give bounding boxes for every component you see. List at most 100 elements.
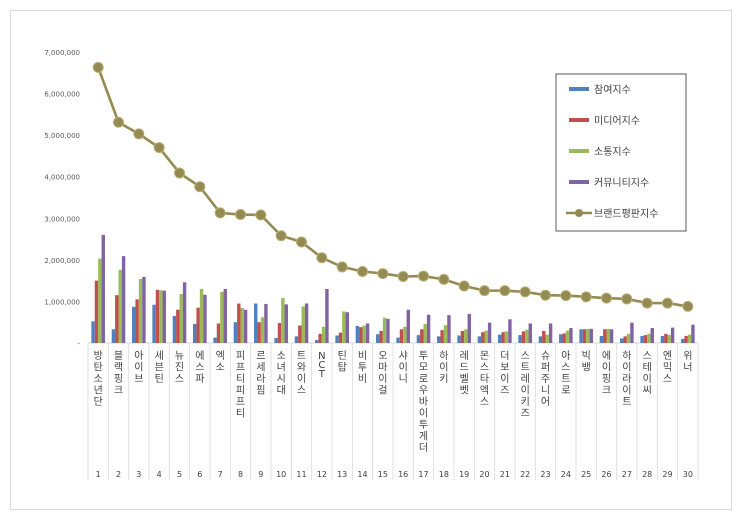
bar-미디어지수 [420, 329, 424, 343]
bar-커뮤니티지수 [142, 276, 146, 343]
bar-미디어지수 [338, 332, 343, 343]
category-label-char: 씨 [643, 385, 652, 397]
legend-label: 소통지수 [594, 146, 631, 158]
bar-소통지수 [586, 328, 590, 343]
bar-미디어지수 [582, 329, 587, 343]
legend-swatch [569, 118, 589, 122]
category-label-char: 트 [622, 397, 631, 408]
bar-참여지수 [559, 334, 563, 343]
bar-소통지수 [260, 317, 265, 343]
category-label-char: 마 [378, 362, 387, 374]
category-label-char: 레 [460, 350, 469, 362]
point-브랜드평판지수 [174, 167, 185, 179]
bar-커뮤니티지수 [447, 315, 451, 343]
bar-커뮤니티지수 [264, 303, 268, 343]
legend-swatch [569, 87, 589, 91]
bar-참여지수 [91, 321, 95, 343]
rank-label: 24 [561, 470, 571, 479]
rank-label: 11 [296, 470, 306, 479]
point-브랜드평판지수 [682, 300, 694, 312]
bar-미디어지수 [298, 325, 302, 343]
bar-미디어지수 [318, 333, 322, 343]
bar-커뮤니티지수 [609, 329, 614, 343]
category-label-char: 믹 [663, 362, 672, 374]
point-브랜드평판지수 [336, 261, 348, 273]
bar-참여지수 [233, 322, 238, 343]
bar-미디어지수 [643, 335, 648, 343]
rank-label: 28 [642, 470, 652, 479]
category-label-char: 타 [480, 373, 489, 385]
category-label-char: 진 [175, 362, 184, 374]
category-label-char: 비 [358, 373, 367, 385]
bar-미디어지수 [94, 280, 99, 343]
legend-swatch-marker [575, 209, 583, 217]
category-label-char: 스 [175, 373, 184, 385]
category-label-char: 녀 [277, 362, 286, 374]
bar-미디어지수 [359, 327, 363, 343]
point-브랜드평판지수 [560, 290, 572, 302]
category-label-char: 스 [195, 362, 204, 374]
category-label-char: 트 [297, 351, 306, 362]
rank-label: 4 [157, 470, 162, 479]
point-브랜드평판지수 [153, 142, 165, 154]
category-label-char: 틴 [155, 373, 164, 385]
point-브랜드평판지수 [418, 270, 429, 282]
point-브랜드평판지수 [397, 270, 409, 282]
bar-커뮤니티지수 [182, 282, 187, 343]
category-label-char: 모 [419, 363, 428, 374]
category-label-char: 소 [94, 373, 103, 385]
category-label-char: 스 [663, 373, 672, 385]
category-label-char: 티 [236, 408, 245, 420]
rank-label: 30 [683, 470, 693, 479]
category-label-char: 이 [500, 373, 509, 385]
bar-미디어지수 [623, 336, 627, 343]
rank-label: 9 [258, 470, 263, 479]
category-label-char: 이 [521, 385, 530, 397]
category-label-char: 샤 [399, 350, 408, 362]
bar-소통지수 [667, 335, 671, 343]
y-tick-label: 3,000,000 [44, 215, 80, 223]
bar-미디어지수 [501, 332, 505, 343]
rank-label: 21 [500, 470, 510, 479]
rank-label: 27 [622, 470, 632, 479]
category-label-char: 레 [521, 373, 530, 385]
category-label-char: 더 [500, 350, 509, 362]
rank-label: 23 [540, 470, 550, 479]
bar-미디어지수 [460, 330, 465, 343]
point-브랜드평판지수 [357, 265, 368, 277]
bar-참여지수 [579, 329, 583, 343]
category-label-char: 라 [622, 373, 631, 385]
bar-참여지수 [681, 338, 685, 343]
y-tick-label: 6,000,000 [44, 91, 80, 99]
bar-소통지수 [301, 306, 305, 343]
category-label-char: 핑 [602, 373, 611, 385]
bar-참여지수 [172, 315, 177, 343]
category-label-char: 키 [439, 373, 448, 385]
category-label-char: 아 [561, 350, 570, 362]
category-label-char: 이 [602, 362, 611, 374]
rank-label: 13 [337, 470, 347, 479]
category-label-char: 너 [683, 362, 692, 374]
bar-소통지수 [179, 293, 183, 343]
bar-커뮤니티지수 [101, 234, 105, 343]
category-label-char: 이 [643, 373, 652, 385]
bar-커뮤니티지수 [304, 303, 309, 343]
bar-참여지수 [335, 335, 339, 343]
category-label-char: 년 [94, 385, 103, 397]
category-label-char: 드 [460, 363, 469, 374]
category-label-char: 소 [277, 350, 286, 362]
rank-label: 10 [276, 470, 286, 479]
category-label-char: 이 [622, 362, 631, 374]
point-브랜드평판지수 [255, 209, 267, 221]
rank-label: 8 [238, 470, 243, 479]
rank-label: 5 [177, 470, 182, 479]
category-label-char: 보 [500, 362, 509, 374]
bar-참여지수 [498, 334, 502, 343]
category-label-char: 세 [155, 350, 164, 362]
bar-참여지수 [355, 325, 360, 343]
point-브랜드평판지수 [601, 292, 612, 304]
bar-소통지수 [281, 298, 285, 343]
category-label-char: 로 [561, 386, 570, 397]
bar-미디어지수 [196, 307, 200, 343]
category-label-char: 테 [643, 362, 652, 374]
